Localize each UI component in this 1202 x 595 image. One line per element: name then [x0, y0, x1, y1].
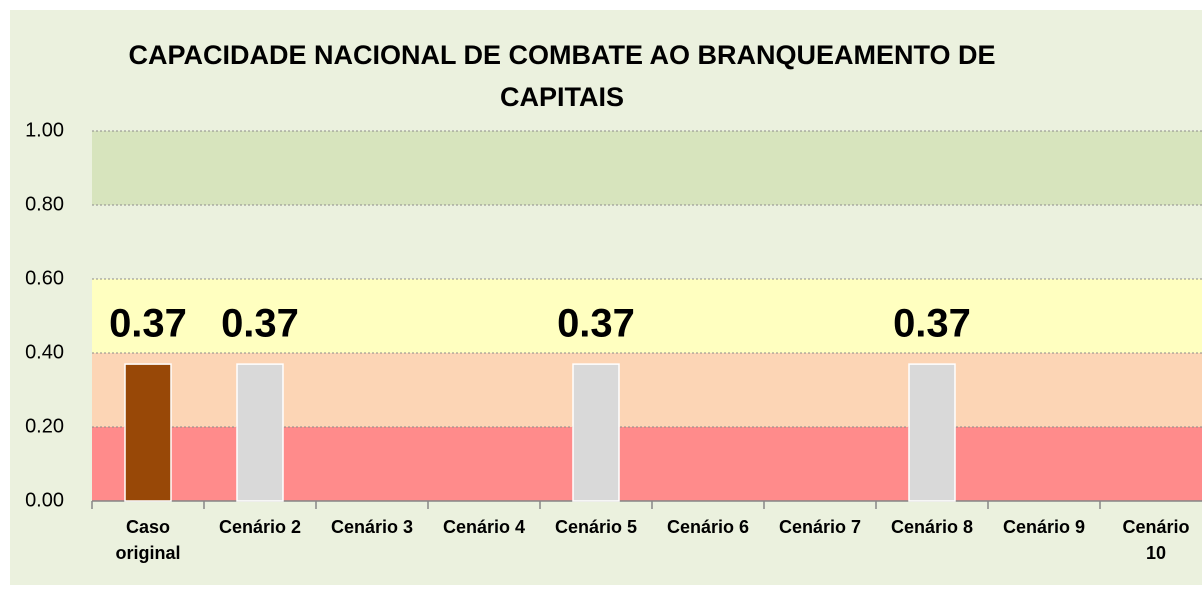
background-band: [92, 205, 1202, 279]
x-tick-label: Cenário 8: [890, 517, 974, 537]
x-tick-label: Cenário 9: [1002, 517, 1086, 537]
x-tick-label: Cenário 2: [218, 517, 302, 537]
x-tick-label: Cenário 4: [442, 517, 526, 537]
y-tick-label: 0.00: [25, 489, 64, 511]
bar: [236, 363, 284, 502]
x-tick-label: Cenário 6: [666, 517, 750, 537]
y-tick-label: 0.40: [25, 341, 64, 363]
bar: [908, 363, 956, 502]
y-tick-label: 0.60: [25, 267, 64, 289]
x-tick-label: Cenário 10: [1122, 517, 1190, 563]
bar: [124, 363, 172, 502]
data-label: 0.37: [109, 302, 187, 346]
x-tick-label: Caso original: [115, 517, 181, 563]
bar: [572, 363, 620, 502]
y-tick-label: 0.20: [25, 415, 64, 437]
data-label: 0.37: [893, 302, 971, 346]
chart-title: CAPACIDADE NACIONAL DE COMBATE AO BRANQU…: [128, 40, 996, 112]
x-tick-label: Cenário 3: [330, 517, 414, 537]
x-tick-label: Cenário 5: [554, 517, 638, 537]
background-band: [92, 131, 1202, 205]
data-label: 0.37: [221, 302, 299, 346]
y-tick-label: 0.80: [25, 193, 64, 215]
y-tick-label: 1.00: [25, 119, 64, 141]
data-label: 0.37: [557, 302, 635, 346]
x-tick-label: Cenário 7: [778, 517, 862, 537]
background-band: [92, 279, 1202, 353]
